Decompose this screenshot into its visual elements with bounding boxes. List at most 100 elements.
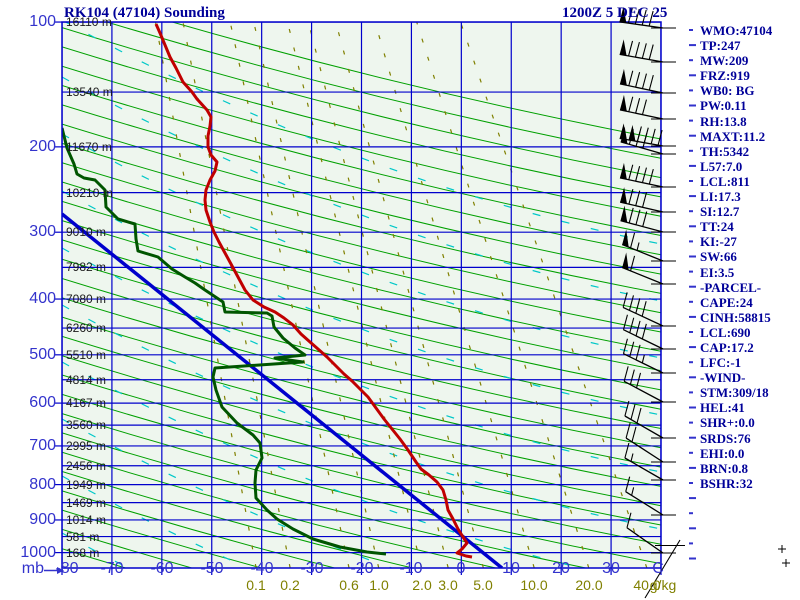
barb-feather: [635, 320, 641, 336]
panel-tick: [689, 59, 693, 62]
mixing-ratio-label: 20.0: [575, 577, 603, 593]
height-label: 5510 m: [66, 348, 107, 362]
panel-tick: [689, 300, 693, 303]
panel-line: LI:17.3: [700, 189, 741, 205]
barb-feather: [627, 7, 633, 24]
parcel-line: [62, 212, 504, 568]
height-label: 7982 m: [66, 260, 107, 274]
wind-barb: [622, 292, 676, 327]
barb-pennant: [622, 229, 629, 248]
barb-feather: [635, 298, 641, 314]
barb-feather: [642, 133, 648, 149]
barb-feather: [624, 442, 630, 459]
barb-feather: [635, 209, 641, 225]
barb-feather: [641, 301, 647, 317]
barb-feather: [629, 341, 635, 357]
wind-barb: [619, 162, 676, 188]
temperature-curve: [154, 23, 473, 559]
temperature-label: -60: [150, 560, 174, 577]
panel-tick: [689, 134, 696, 137]
barb-feather: [628, 164, 634, 180]
wind-barb: [621, 229, 676, 262]
wind-barb: [625, 476, 676, 516]
mixing-ratio-label: 0.1: [246, 577, 266, 593]
barb-feather: [628, 40, 634, 57]
height-label: 13540 m: [66, 85, 113, 99]
barb-pennant: [620, 205, 628, 223]
indices-panel: WMO:47104 TP:247 MW:209 FRZ:919 WB0: BG PW:0.…: [700, 23, 772, 491]
barb-feather: [625, 422, 631, 439]
barb-feather: [628, 207, 634, 224]
panel-line: TT:24: [700, 219, 734, 235]
panel-tick: [689, 89, 693, 92]
pressure-label: 900: [29, 511, 56, 528]
panel-line: SHR+:0.0: [700, 415, 755, 431]
panel-line: LCL:811: [700, 173, 750, 189]
panel-line: BRN:0.8: [700, 460, 749, 476]
panel-tick: [689, 104, 696, 107]
barb-feather: [641, 167, 647, 183]
barb-half-feather: [631, 487, 635, 496]
height-label: 2995 m: [66, 439, 107, 453]
barb-feather: [628, 96, 634, 112]
temperature-label: -30: [300, 560, 324, 577]
panel-line: MAXT:11.2: [700, 128, 766, 144]
barb-feather: [648, 10, 654, 27]
panel-line: SW:66: [700, 249, 737, 265]
barb-feather: [641, 43, 647, 59]
temperature-label: 0: [456, 560, 466, 577]
adiabat-line: [62, 509, 264, 568]
panel-tick: [689, 285, 696, 288]
height-label: 3560 m: [66, 418, 107, 432]
wind-barb: [621, 252, 676, 285]
barb-staff: [624, 415, 664, 439]
barb-feather: [634, 41, 640, 58]
barb-feather: [641, 73, 647, 89]
pressure-label: 300: [29, 223, 56, 240]
panel-tick: [689, 527, 696, 530]
barb-staff: [624, 457, 664, 481]
barb-feather: [622, 292, 628, 308]
temperature-label: C: [652, 560, 664, 577]
wind-barb: [622, 314, 676, 350]
adiabat-line: [62, 587, 661, 600]
barb-staff: [625, 437, 664, 463]
panel-line: HEL:41: [700, 400, 745, 416]
pressure-unit-label: mb: [21, 560, 44, 577]
wind-barb: [619, 39, 676, 63]
barb-staff: [625, 491, 664, 516]
barb-staff: [619, 109, 664, 120]
barb-feather: [635, 166, 641, 182]
panel-line: SRDS:76: [700, 430, 751, 446]
barb-staff: [623, 353, 664, 374]
panel-tick: [689, 346, 696, 349]
barb-staff: [619, 201, 664, 213]
panel-line: CAP:17.2: [700, 339, 754, 355]
datetime-label: 1200Z 5 DEC 25: [562, 5, 668, 21]
panel-line: EHI:0.0: [700, 445, 745, 461]
barb-feather: [626, 512, 632, 528]
barb-feather: [648, 44, 654, 60]
panel-line: CINH:58815: [700, 309, 771, 325]
barb-feather: [648, 74, 654, 91]
barb-feather: [635, 131, 641, 147]
mixing-ratio-label: 2.0: [412, 577, 432, 593]
pressure-label: 800: [29, 476, 56, 493]
page-title: RK104 (47104) Sounding: [64, 5, 225, 21]
panel-line: TH:5342: [700, 143, 750, 159]
barb-feather: [622, 314, 628, 330]
panel-line: STM:309/18: [700, 385, 769, 401]
wind-barb: [620, 126, 676, 155]
height-label: 16110 m: [66, 15, 112, 29]
mixing-ratio-label: 3.0: [438, 577, 458, 593]
barb-feather: [648, 168, 654, 185]
barb-feather: [635, 344, 641, 360]
barb-feather: [635, 190, 641, 206]
barb-staff: [623, 380, 664, 403]
barb-feather: [624, 400, 630, 417]
wind-barb: [624, 400, 676, 439]
barb-pennant: [619, 6, 627, 23]
temperature-label: -70: [100, 560, 124, 577]
barb-feather: [631, 426, 637, 442]
panel-tick: [689, 240, 693, 243]
